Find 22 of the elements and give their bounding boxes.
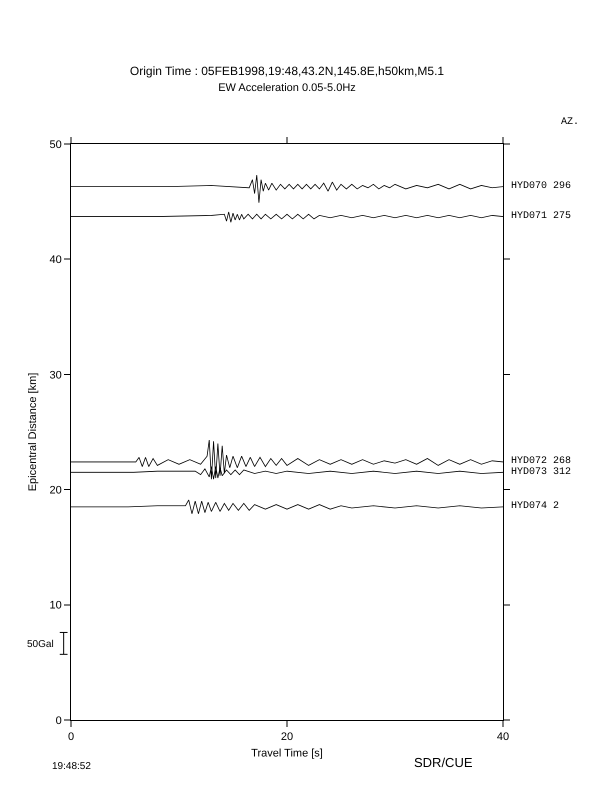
chart-title: Origin Time : 05FEB1998,19:48,43.2N,145.8E,h50km,M5.1 xyxy=(130,64,444,78)
text: AZ. xyxy=(561,117,580,128)
text: 50Gal xyxy=(27,639,54,650)
legend-label: HYD074 2 xyxy=(511,501,560,512)
text: SDR/CUE xyxy=(414,755,473,770)
x-tick-label: 20 xyxy=(280,731,294,744)
series-label: HYD070 296 xyxy=(511,181,572,192)
x-axis-title: Travel Time [s] xyxy=(251,747,323,760)
y-tick-label: 30 xyxy=(50,369,62,382)
y-tick-label: 10 xyxy=(50,600,62,612)
series-label: HYD072 268 xyxy=(511,456,572,467)
y-tick-label: 20 xyxy=(50,484,62,496)
y-tick-label: 0 xyxy=(56,714,62,727)
text: 19:48:52 xyxy=(52,761,92,772)
x-tick-label: 0 xyxy=(68,731,74,744)
y-tick-label: 40 xyxy=(50,254,62,266)
x-tick-label: 40 xyxy=(496,731,510,744)
series-label: HYD073 312 xyxy=(511,467,572,478)
chart-subtitle: EW Acceleration 0.05-5.0Hz xyxy=(218,82,356,94)
y-tick-label: 50 xyxy=(50,138,62,151)
y-axis-title: Epicentral Distance [km] xyxy=(27,372,40,492)
series-label: HYD071 275 xyxy=(511,211,572,222)
